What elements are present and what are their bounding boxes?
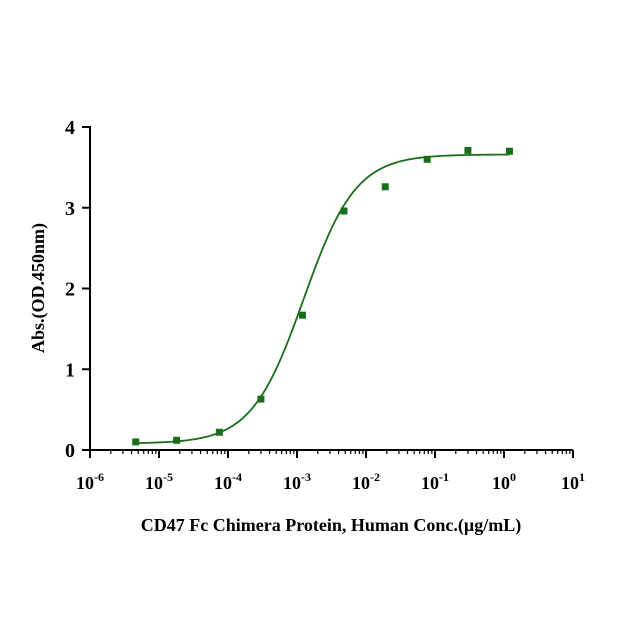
y-tick-label: 1 <box>65 359 75 381</box>
data-point <box>257 395 265 403</box>
data-point <box>505 147 513 155</box>
data-point <box>381 183 389 191</box>
data-point <box>132 438 140 446</box>
x-tick-label: 101 <box>561 470 585 493</box>
x-tick-label: 100 <box>492 470 516 493</box>
plot-area <box>132 146 513 446</box>
y-tick-label: 3 <box>65 198 75 220</box>
data-point <box>464 146 472 154</box>
x-axis-ticks: 10-6 10-5 10-4 10-3 10-2 10-1 100 101 <box>76 450 585 493</box>
y-axis-label: Abs.(OD.450nm) <box>28 223 49 353</box>
x-tick-label: 10-1 <box>421 470 449 493</box>
y-tick-label: 0 <box>65 440 75 462</box>
data-point <box>423 155 431 163</box>
data-point <box>340 207 348 215</box>
y-tick-label: 2 <box>65 279 75 301</box>
y-tick-label: 4 <box>65 117 75 139</box>
x-tick-label: 10-6 <box>76 470 104 493</box>
y-axis-ticks: 0 1 2 3 4 <box>65 117 90 462</box>
data-point <box>215 428 223 436</box>
data-point <box>173 436 181 444</box>
fit-curve <box>135 153 510 444</box>
x-tick-label: 10-2 <box>352 470 380 493</box>
x-tick-label: 10-4 <box>214 470 242 493</box>
data-point <box>298 311 306 319</box>
axes <box>89 126 573 451</box>
x-tick-label: 10-5 <box>145 470 173 493</box>
x-axis-label: CD47 Fc Chimera Protein, Human Conc.(µg/… <box>141 515 522 536</box>
x-tick-label: 10-3 <box>283 470 311 493</box>
